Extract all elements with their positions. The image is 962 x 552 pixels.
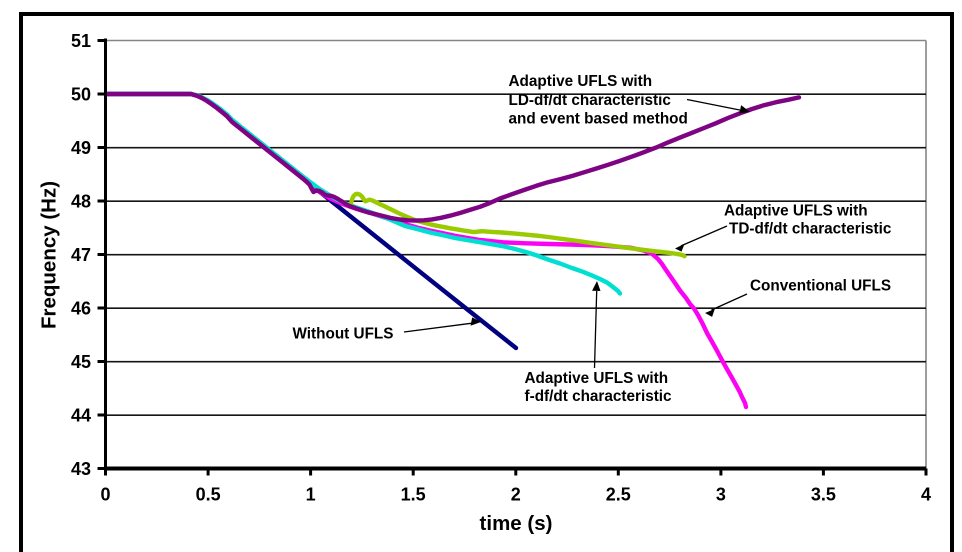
svg-text:2: 2: [511, 485, 521, 505]
svg-text:1: 1: [306, 485, 316, 505]
svg-text:45: 45: [71, 352, 91, 372]
svg-text:time (s): time (s): [480, 512, 553, 535]
svg-text:f-df/dt characteristic: f-df/dt characteristic: [525, 388, 673, 405]
svg-text:3.5: 3.5: [811, 485, 836, 505]
svg-text:TD-df/dt characteristic: TD-df/dt characteristic: [729, 221, 892, 238]
svg-text:0: 0: [100, 485, 110, 505]
svg-text:47: 47: [71, 245, 91, 265]
svg-text:46: 46: [71, 299, 91, 319]
svg-text:Adaptive UFLS with: Adaptive UFLS with: [509, 73, 653, 90]
svg-text:Adaptive UFLS with: Adaptive UFLS with: [724, 203, 868, 220]
svg-text:50: 50: [71, 85, 91, 105]
svg-text:Frequency (Hz): Frequency (Hz): [38, 181, 61, 329]
svg-text:48: 48: [71, 192, 91, 212]
svg-text:2.5: 2.5: [606, 485, 631, 505]
svg-text:1.5: 1.5: [401, 485, 426, 505]
svg-text:LD-df/dt characteristic: LD-df/dt characteristic: [509, 92, 672, 109]
svg-text:3: 3: [716, 485, 726, 505]
svg-text:49: 49: [71, 138, 91, 158]
svg-text:Adaptive UFLS with: Adaptive UFLS with: [525, 370, 669, 387]
svg-text:4: 4: [921, 485, 931, 505]
svg-text:51: 51: [71, 31, 91, 51]
svg-text:43: 43: [71, 459, 91, 479]
svg-text:0.5: 0.5: [196, 485, 221, 505]
svg-text:Conventional UFLS: Conventional UFLS: [750, 278, 891, 295]
svg-text:44: 44: [71, 406, 91, 426]
svg-text:and event based method: and event based method: [509, 110, 688, 127]
svg-text:Without UFLS: Without UFLS: [293, 326, 394, 343]
